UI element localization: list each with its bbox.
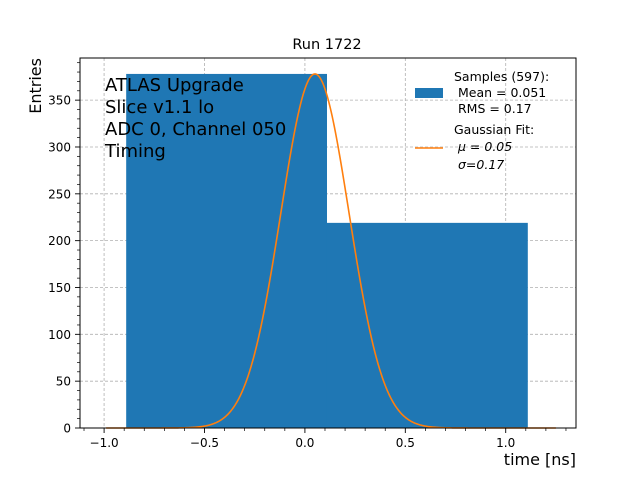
- y-tick-label: 250: [48, 187, 71, 201]
- y-tick-label: 0: [63, 422, 71, 436]
- info-line: ADC 0, Channel 050: [105, 119, 286, 140]
- y-tick-label: 100: [48, 328, 71, 342]
- legend-hist-rms: RMS = 0.17: [454, 101, 532, 116]
- legend-fit-sigma: σ=0.17: [458, 157, 504, 172]
- legend-fit-mu: μ = 0.05: [457, 139, 512, 154]
- histogram-bar: [326, 222, 528, 428]
- chart-title: Run 1722: [292, 37, 361, 53]
- x-tick-label: 1.0: [496, 436, 515, 450]
- x-tick-label: 0.5: [396, 436, 415, 450]
- plot-frame: [79, 57, 577, 429]
- y-tick-label: 350: [48, 94, 71, 108]
- info-line: Timing: [104, 141, 166, 162]
- info-line: Slice v1.1 lo: [105, 97, 214, 118]
- x-tick-label: 0.0: [295, 436, 314, 450]
- x-axis-label: time [ns]: [504, 450, 576, 469]
- info-line: ATLAS Upgrade: [105, 75, 244, 96]
- legend-fit-label: Gaussian Fit:: [454, 122, 534, 137]
- info-box: ATLAS Upgrade Slice v1.1 lo ADC 0, Chann…: [104, 75, 286, 162]
- y-tick-label: 50: [56, 375, 71, 389]
- x-ticks: −1.0 −0.5 0.0 0.5 1.0: [83, 428, 567, 450]
- legend: Samples (597): Mean = 0.051 RMS = 0.17 G…: [415, 69, 549, 172]
- legend-hist-mean: Mean = 0.051: [454, 85, 546, 100]
- legend-hist-label: Samples (597):: [454, 69, 549, 84]
- legend-hist-swatch: [415, 88, 443, 98]
- y-tick-label: 200: [48, 234, 71, 248]
- y-axis-label: Entries: [26, 58, 45, 114]
- x-tick-label: −0.5: [190, 436, 219, 450]
- y-ticks: 0 50 100 150 200 250 300 350: [48, 62, 80, 436]
- histogram-bars: [126, 73, 528, 429]
- y-tick-label: 150: [48, 281, 71, 295]
- x-tick-label: −1.0: [90, 436, 119, 450]
- y-tick-label: 300: [48, 140, 71, 154]
